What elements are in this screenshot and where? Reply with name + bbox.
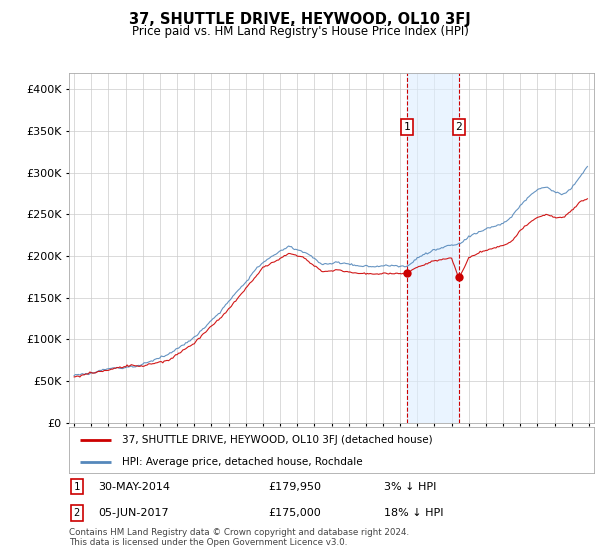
Text: Contains HM Land Registry data © Crown copyright and database right 2024.
This d: Contains HM Land Registry data © Crown c… <box>69 528 409 547</box>
Text: Price paid vs. HM Land Registry's House Price Index (HPI): Price paid vs. HM Land Registry's House … <box>131 25 469 38</box>
Text: £175,000: £175,000 <box>269 508 321 518</box>
Text: HPI: Average price, detached house, Rochdale: HPI: Average price, detached house, Roch… <box>121 457 362 466</box>
Bar <box>407 73 459 423</box>
Text: 2: 2 <box>74 508 80 518</box>
Text: 30-MAY-2014: 30-MAY-2014 <box>98 482 170 492</box>
Text: £179,950: £179,950 <box>269 482 322 492</box>
Text: 37, SHUTTLE DRIVE, HEYWOOD, OL10 3FJ: 37, SHUTTLE DRIVE, HEYWOOD, OL10 3FJ <box>129 12 471 27</box>
Text: 37, SHUTTLE DRIVE, HEYWOOD, OL10 3FJ (detached house): 37, SHUTTLE DRIVE, HEYWOOD, OL10 3FJ (de… <box>121 435 432 445</box>
Text: 1: 1 <box>74 482 80 492</box>
Text: 18% ↓ HPI: 18% ↓ HPI <box>384 508 443 518</box>
Text: 2: 2 <box>455 122 463 132</box>
Text: 3% ↓ HPI: 3% ↓ HPI <box>384 482 436 492</box>
Text: 05-JUN-2017: 05-JUN-2017 <box>98 508 169 518</box>
Text: 1: 1 <box>404 122 410 132</box>
